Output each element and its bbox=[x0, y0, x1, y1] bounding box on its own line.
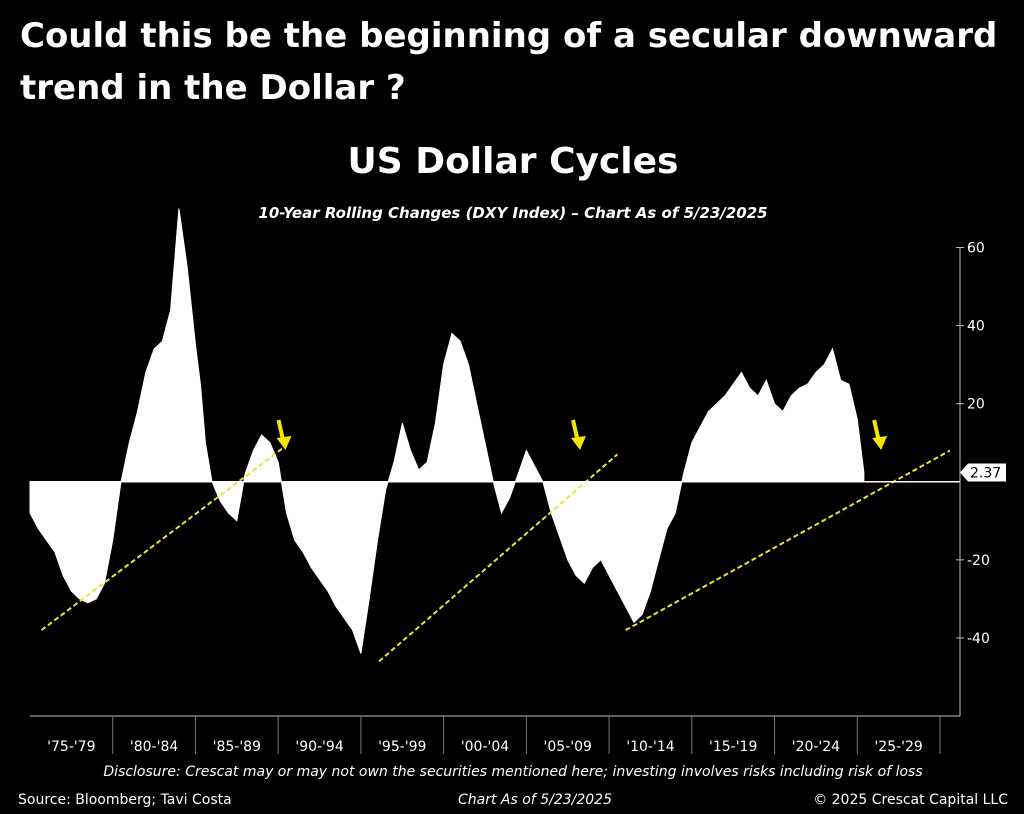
arrow-head bbox=[276, 436, 292, 450]
down-arrow-icon-3 bbox=[872, 419, 888, 450]
trendline-group bbox=[40, 445, 951, 663]
chart-panel: US Dollar Cycles 10-Year Rolling Changes… bbox=[8, 118, 1018, 808]
down-arrow-icon-1 bbox=[276, 419, 292, 450]
trendline-1 bbox=[40, 445, 286, 631]
dxy-area-series bbox=[29, 208, 865, 654]
x-tick-label: '10-'14 bbox=[626, 739, 674, 755]
trendline-2 bbox=[378, 453, 619, 663]
source-text: Source: Bloomberg; Tavi Costa bbox=[18, 792, 232, 808]
headline: Could this be the beginning of a secular… bbox=[20, 16, 998, 108]
chart-subtitle: 10-Year Rolling Changes (DXY Index) – Ch… bbox=[258, 204, 767, 222]
area-group bbox=[29, 208, 865, 654]
x-tick-label: '95-'99 bbox=[378, 739, 426, 755]
x-tick-label: '85-'89 bbox=[213, 739, 261, 755]
last-value-group: 2.37 bbox=[960, 463, 1006, 482]
chart-title: US Dollar Cycles bbox=[348, 141, 679, 182]
down-arrow-icon-2 bbox=[571, 419, 586, 450]
chart-as-of-text: Chart As of 5/23/2025 bbox=[458, 792, 612, 808]
copyright-text: © 2025 Crescat Capital LLC bbox=[813, 792, 1008, 808]
x-tick-label: '15-'19 bbox=[709, 739, 757, 755]
x-tick-label: '05-'09 bbox=[544, 739, 592, 755]
x-tick-label: '75-'79 bbox=[47, 739, 95, 755]
last-value-label: 2.37 bbox=[970, 466, 1001, 482]
last-value-marker bbox=[960, 463, 1006, 482]
arrow-head bbox=[872, 436, 888, 450]
y-tick-label: 60 bbox=[967, 241, 985, 257]
arrow-group bbox=[276, 419, 888, 450]
x-tick-label: '80-'84 bbox=[130, 739, 178, 755]
disclosure-text: Disclosure: Crescat may or may not own t… bbox=[103, 764, 922, 780]
x-tick-label: '20-'24 bbox=[792, 739, 840, 755]
x-tick-label: '25-'29 bbox=[874, 739, 922, 755]
x-tick-label: '90-'94 bbox=[295, 739, 343, 755]
y-tick-group: 60 40 20 -20 -40 bbox=[956, 241, 990, 647]
arrow-head bbox=[571, 436, 586, 450]
trendline-3 bbox=[625, 449, 951, 631]
y-tick-label: 40 bbox=[967, 319, 985, 335]
x-tick-group: '75-'79 '80-'84 '85-'89 '90-'94 '95-'99 '00-'… bbox=[47, 716, 941, 755]
dollar-cycles-chart: US Dollar Cycles 10-Year Rolling Changes… bbox=[18, 141, 1008, 808]
y-tick-label: 20 bbox=[967, 397, 985, 413]
x-tick-label: '00-'04 bbox=[461, 739, 509, 755]
y-tick-label: -20 bbox=[967, 553, 990, 569]
y-tick-label: -40 bbox=[967, 631, 990, 647]
